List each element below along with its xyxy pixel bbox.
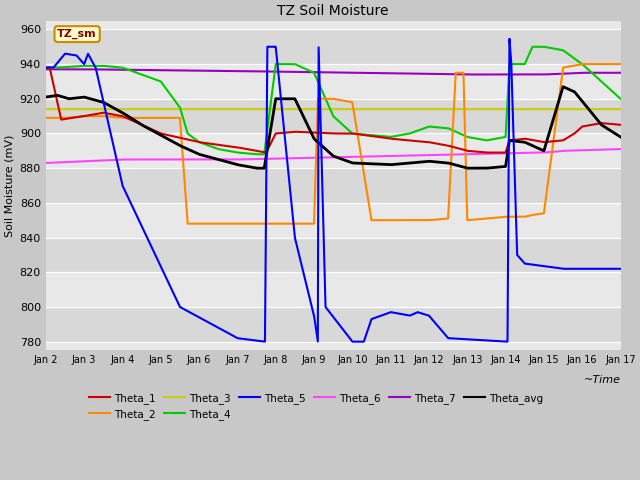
Bar bbox=[46, 64, 621, 99]
Bar bbox=[46, 203, 621, 238]
Text: TZ_sm: TZ_sm bbox=[58, 29, 97, 39]
Text: ~Time: ~Time bbox=[584, 375, 621, 385]
Bar bbox=[46, 133, 621, 168]
Bar bbox=[46, 168, 621, 203]
Y-axis label: Soil Moisture (mV): Soil Moisture (mV) bbox=[4, 134, 14, 237]
Bar bbox=[46, 99, 621, 133]
Bar bbox=[46, 29, 621, 64]
Bar bbox=[46, 272, 621, 307]
Bar bbox=[46, 307, 621, 342]
Legend: Theta_1, Theta_2, Theta_3, Theta_4, Theta_5, Theta_6, Theta_7, Theta_avg: Theta_1, Theta_2, Theta_3, Theta_4, Thet… bbox=[85, 388, 547, 424]
Bar bbox=[46, 238, 621, 272]
Title: TZ Soil Moisture: TZ Soil Moisture bbox=[277, 4, 389, 18]
